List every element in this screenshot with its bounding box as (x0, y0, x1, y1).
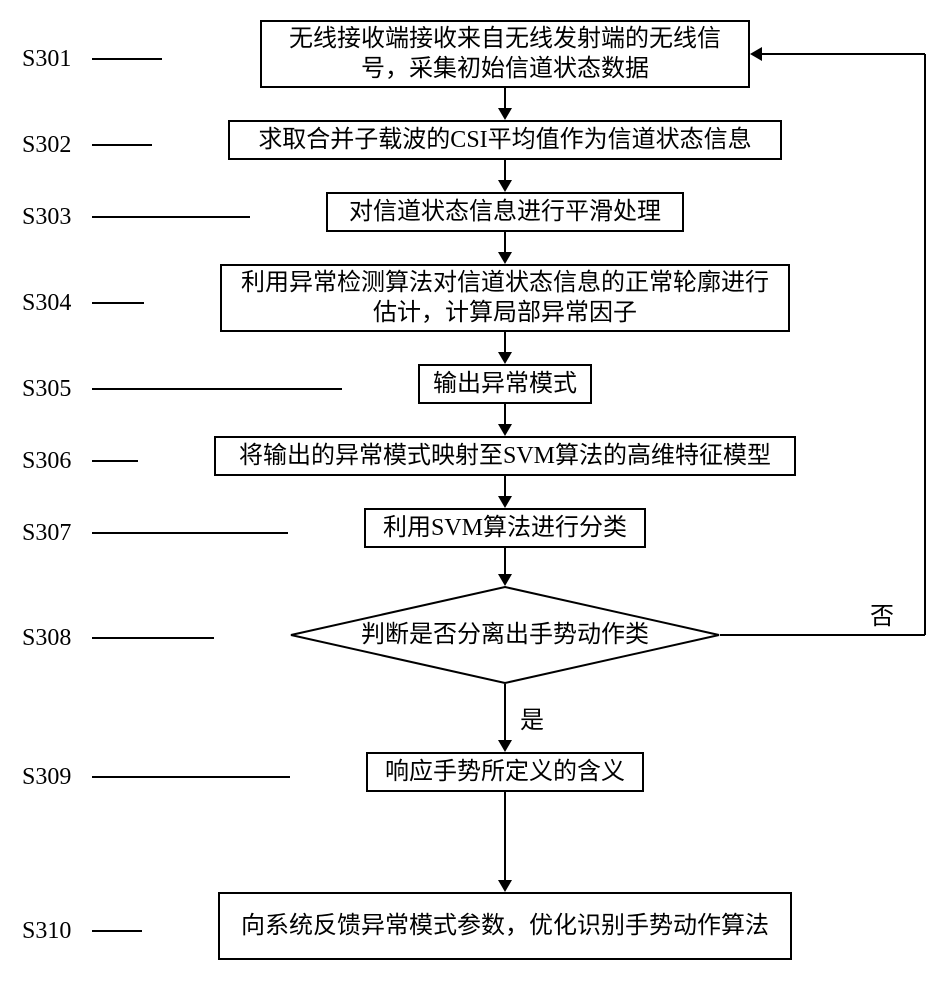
flow-node-S309: 响应手势所定义的含义 (366, 752, 644, 792)
label-connector (92, 460, 138, 462)
step-label: S306 (22, 448, 71, 475)
flow-node-text: 将输出的异常模式映射至SVM算法的高维特征模型 (239, 441, 771, 471)
label-connector (92, 532, 288, 534)
label-connector (92, 58, 162, 60)
flow-node-S306: 将输出的异常模式映射至SVM算法的高维特征模型 (214, 436, 796, 476)
flow-decision-S308: 判断是否分离出手势动作类 (290, 586, 720, 684)
label-connector (92, 776, 290, 778)
flow-node-text: 判断是否分离出手势动作类 (361, 620, 649, 650)
flow-node-S307: 利用SVM算法进行分类 (364, 508, 646, 548)
flow-node-text: 向系统反馈异常模式参数，优化识别手势动作算法 (241, 911, 769, 941)
label-connector (92, 216, 250, 218)
label-connector (92, 302, 144, 304)
label-connector (92, 388, 342, 390)
flow-node-text: 对信道状态信息进行平滑处理 (349, 197, 661, 227)
step-label: S310 (22, 918, 71, 945)
flow-node-S303: 对信道状态信息进行平滑处理 (326, 192, 684, 232)
flow-node-text: 利用SVM算法进行分类 (383, 513, 627, 543)
edge-label-yes: 是 (520, 700, 544, 735)
flow-node-S301: 无线接收端接收来自无线发射端的无线信号，采集初始信道状态数据 (260, 20, 750, 88)
flow-node-text: 响应手势所定义的含义 (385, 757, 625, 787)
step-label: S309 (22, 764, 71, 791)
flow-node-text: 输出异常模式 (433, 369, 577, 399)
label-connector (92, 637, 214, 639)
flow-node-S310: 向系统反馈异常模式参数，优化识别手势动作算法 (218, 892, 792, 960)
step-label: S305 (22, 376, 71, 403)
flow-node-S302: 求取合并子载波的CSI平均值作为信道状态信息 (228, 120, 782, 160)
label-connector (92, 144, 152, 146)
label-connector (92, 930, 142, 932)
flow-node-text: 利用异常检测算法对信道状态信息的正常轮廓进行估计，计算局部异常因子 (232, 268, 778, 328)
step-label: S302 (22, 132, 71, 159)
flow-node-text: 无线接收端接收来自无线发射端的无线信号，采集初始信道状态数据 (272, 24, 738, 84)
flow-node-S305: 输出异常模式 (418, 364, 592, 404)
step-label: S301 (22, 46, 71, 73)
flow-node-text: 求取合并子载波的CSI平均值作为信道状态信息 (258, 125, 751, 155)
flow-node-S304: 利用异常检测算法对信道状态信息的正常轮廓进行估计，计算局部异常因子 (220, 264, 790, 332)
step-label: S308 (22, 625, 71, 652)
edge-label-no: 否 (870, 596, 894, 631)
step-label: S304 (22, 290, 71, 317)
step-label: S303 (22, 204, 71, 231)
step-label: S307 (22, 520, 71, 547)
